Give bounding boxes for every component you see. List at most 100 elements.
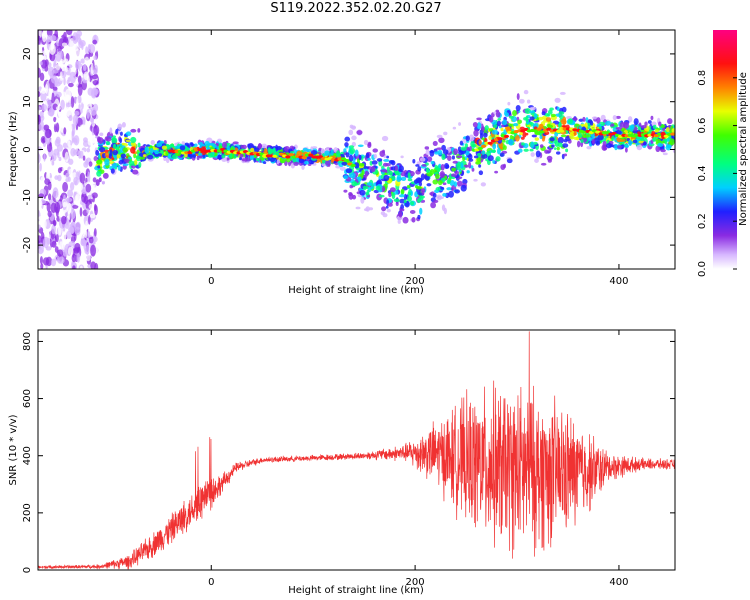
spectrogram-ridge-blob <box>414 191 419 198</box>
spectrogram-ridge-blob <box>393 198 400 203</box>
spectrogram-ridge-blob <box>415 164 420 167</box>
spectrogram-ridge-blob <box>497 120 502 127</box>
spectrogram-ridge-blob <box>590 120 594 126</box>
spectrogram-noise-blob <box>65 30 73 36</box>
spectrogram-ridge-blob <box>415 177 423 184</box>
spectrogram-ridge-blob <box>458 122 462 126</box>
spectrogram-ridge-blob <box>310 149 318 156</box>
spectrogram-ridge-blob <box>492 143 497 150</box>
spectrogram-ridge-blob <box>350 172 356 179</box>
spectrogram-ridge-blob <box>473 155 479 159</box>
spectrogram-noise-blob <box>40 87 47 94</box>
spectrogram-noise-blob <box>64 88 72 101</box>
spectrogram-ridge-blob <box>436 194 443 201</box>
spectrogram-ridge-blob <box>447 155 452 162</box>
spectrogram-noise-blob <box>93 125 100 136</box>
spectrogram-noise-blob <box>42 208 49 213</box>
spectrogram-noise-blob <box>76 252 81 263</box>
spectrogram-ridge-blob <box>669 138 675 146</box>
spectrogram-noise-blob <box>82 32 87 39</box>
spectrogram-noise-blob <box>38 261 41 269</box>
spectrogram-noise-blob <box>72 149 80 156</box>
spectrogram-ridge-blob <box>632 139 638 144</box>
spectrogram-noise-blob <box>52 187 59 199</box>
spectrogram-ridge-blob <box>414 185 418 189</box>
spectrogram-ridge-blob <box>437 149 443 156</box>
spectrogram-ridge-blob <box>460 146 467 151</box>
spectrogram-noise-blob <box>48 66 55 77</box>
spectrogram-ridge-blob <box>412 158 416 164</box>
spectrogram-ridge-blob <box>652 124 657 129</box>
spectrogram-ridge-blob <box>105 152 109 158</box>
spectrogram-ridge-blob <box>194 143 198 148</box>
spectrogram-noise-blob <box>94 219 99 229</box>
spectrogram-ridge-blob <box>355 206 361 210</box>
spectrogram-ridge-blob <box>98 177 102 183</box>
spectrogram-noise-blob <box>38 138 42 144</box>
spectrogram-ridge-blob <box>425 148 430 156</box>
spectrogram-ridge-blob <box>556 146 560 151</box>
spectrogram-ridge-blob <box>514 134 520 142</box>
spectrogram-noise-blob <box>62 156 66 166</box>
spectrogram-ridge-blob <box>421 134 426 140</box>
spectrogram-noise-blob <box>83 71 89 81</box>
spectrogram-ridge-blob <box>657 143 664 148</box>
spectrogram-noise-blob <box>55 234 59 243</box>
spectrogram-ridge-blob <box>275 144 279 152</box>
spectrogram-noise-blob <box>61 231 67 243</box>
spectrogram-noise-blob <box>72 124 76 136</box>
spectrogram-ridge-blob <box>112 162 118 169</box>
spectrogram-ridge-blob <box>122 147 128 153</box>
spectrogram-ridge-blob <box>128 160 134 166</box>
spectrogram-noise-blob <box>82 155 86 161</box>
spectrogram-ridge-blob <box>584 122 588 129</box>
snr-x-tick-label: 0 <box>208 577 214 588</box>
spectrogram-ridge-blob <box>551 144 555 148</box>
spectrogram-noise-blob <box>90 261 96 269</box>
spectrogram-ridge-blob <box>446 179 451 185</box>
spectrogram-ridge-blob <box>660 149 666 153</box>
spectrogram-ridge-blob <box>534 158 539 163</box>
spectrogram-ridge-blob <box>658 121 662 127</box>
spectrogram-ridge-blob <box>586 145 592 150</box>
spectrogram-ridge-blob <box>501 124 505 128</box>
spectrogram-noise-blob <box>73 41 79 52</box>
spectrogram-ridge-blob <box>636 144 643 151</box>
spectrogram-noise-blob <box>50 138 56 144</box>
spectrogram-noise-blob <box>92 79 99 86</box>
spectrogram-ridge-blob <box>285 157 291 163</box>
spectrogram-ridge-blob <box>196 155 200 161</box>
spectrogram-noise-blob <box>46 34 53 43</box>
spectrogram-ridge-blob <box>137 142 141 148</box>
spectrogram-ridge-blob <box>152 147 158 151</box>
spectrogram-ridge-blob <box>476 122 482 130</box>
spectrogram-x-tick-label: 200 <box>406 276 425 287</box>
spectrogram-noise-blob <box>38 35 41 45</box>
spectrogram-noise-blob <box>43 153 46 162</box>
spectrogram-noise-blob <box>46 202 51 212</box>
spectrogram-ridge-blob <box>586 122 591 130</box>
spectrogram-ridge-blob <box>189 142 193 146</box>
spectrogram-ridge-blob <box>351 135 357 141</box>
spectrogram-ridge-blob <box>569 132 575 140</box>
spectrogram-ridge-blob <box>383 174 390 182</box>
spectrogram-noise-blob <box>47 109 55 117</box>
snr-y-tick-label: 800 <box>22 332 33 351</box>
spectrogram-ridge-blob <box>167 153 172 159</box>
spectrogram-ridge-blob <box>367 157 371 161</box>
spectrogram-ridge-blob <box>167 144 171 151</box>
spectrogram-noise-blob <box>88 161 93 167</box>
spectrogram-ridge-blob <box>337 153 341 158</box>
spectrogram-ridge-blob <box>478 164 482 168</box>
spectrogram-ridge-blob <box>156 142 163 147</box>
spectrogram-noise-blob <box>79 265 83 269</box>
spectrogram-ridge-blob <box>351 181 358 187</box>
spectrogram-noise-blob <box>40 61 43 66</box>
spectrogram-ridge-blob <box>529 116 535 121</box>
spectrogram-ridge-blob <box>443 131 448 136</box>
spectrogram-noise-blob <box>67 176 71 182</box>
spectrogram-noise-blob <box>42 49 50 56</box>
spectrogram-ridge-blob <box>419 207 423 215</box>
spectrogram-noise-blob <box>59 241 64 250</box>
spectrogram-ridge-blob <box>378 194 385 198</box>
